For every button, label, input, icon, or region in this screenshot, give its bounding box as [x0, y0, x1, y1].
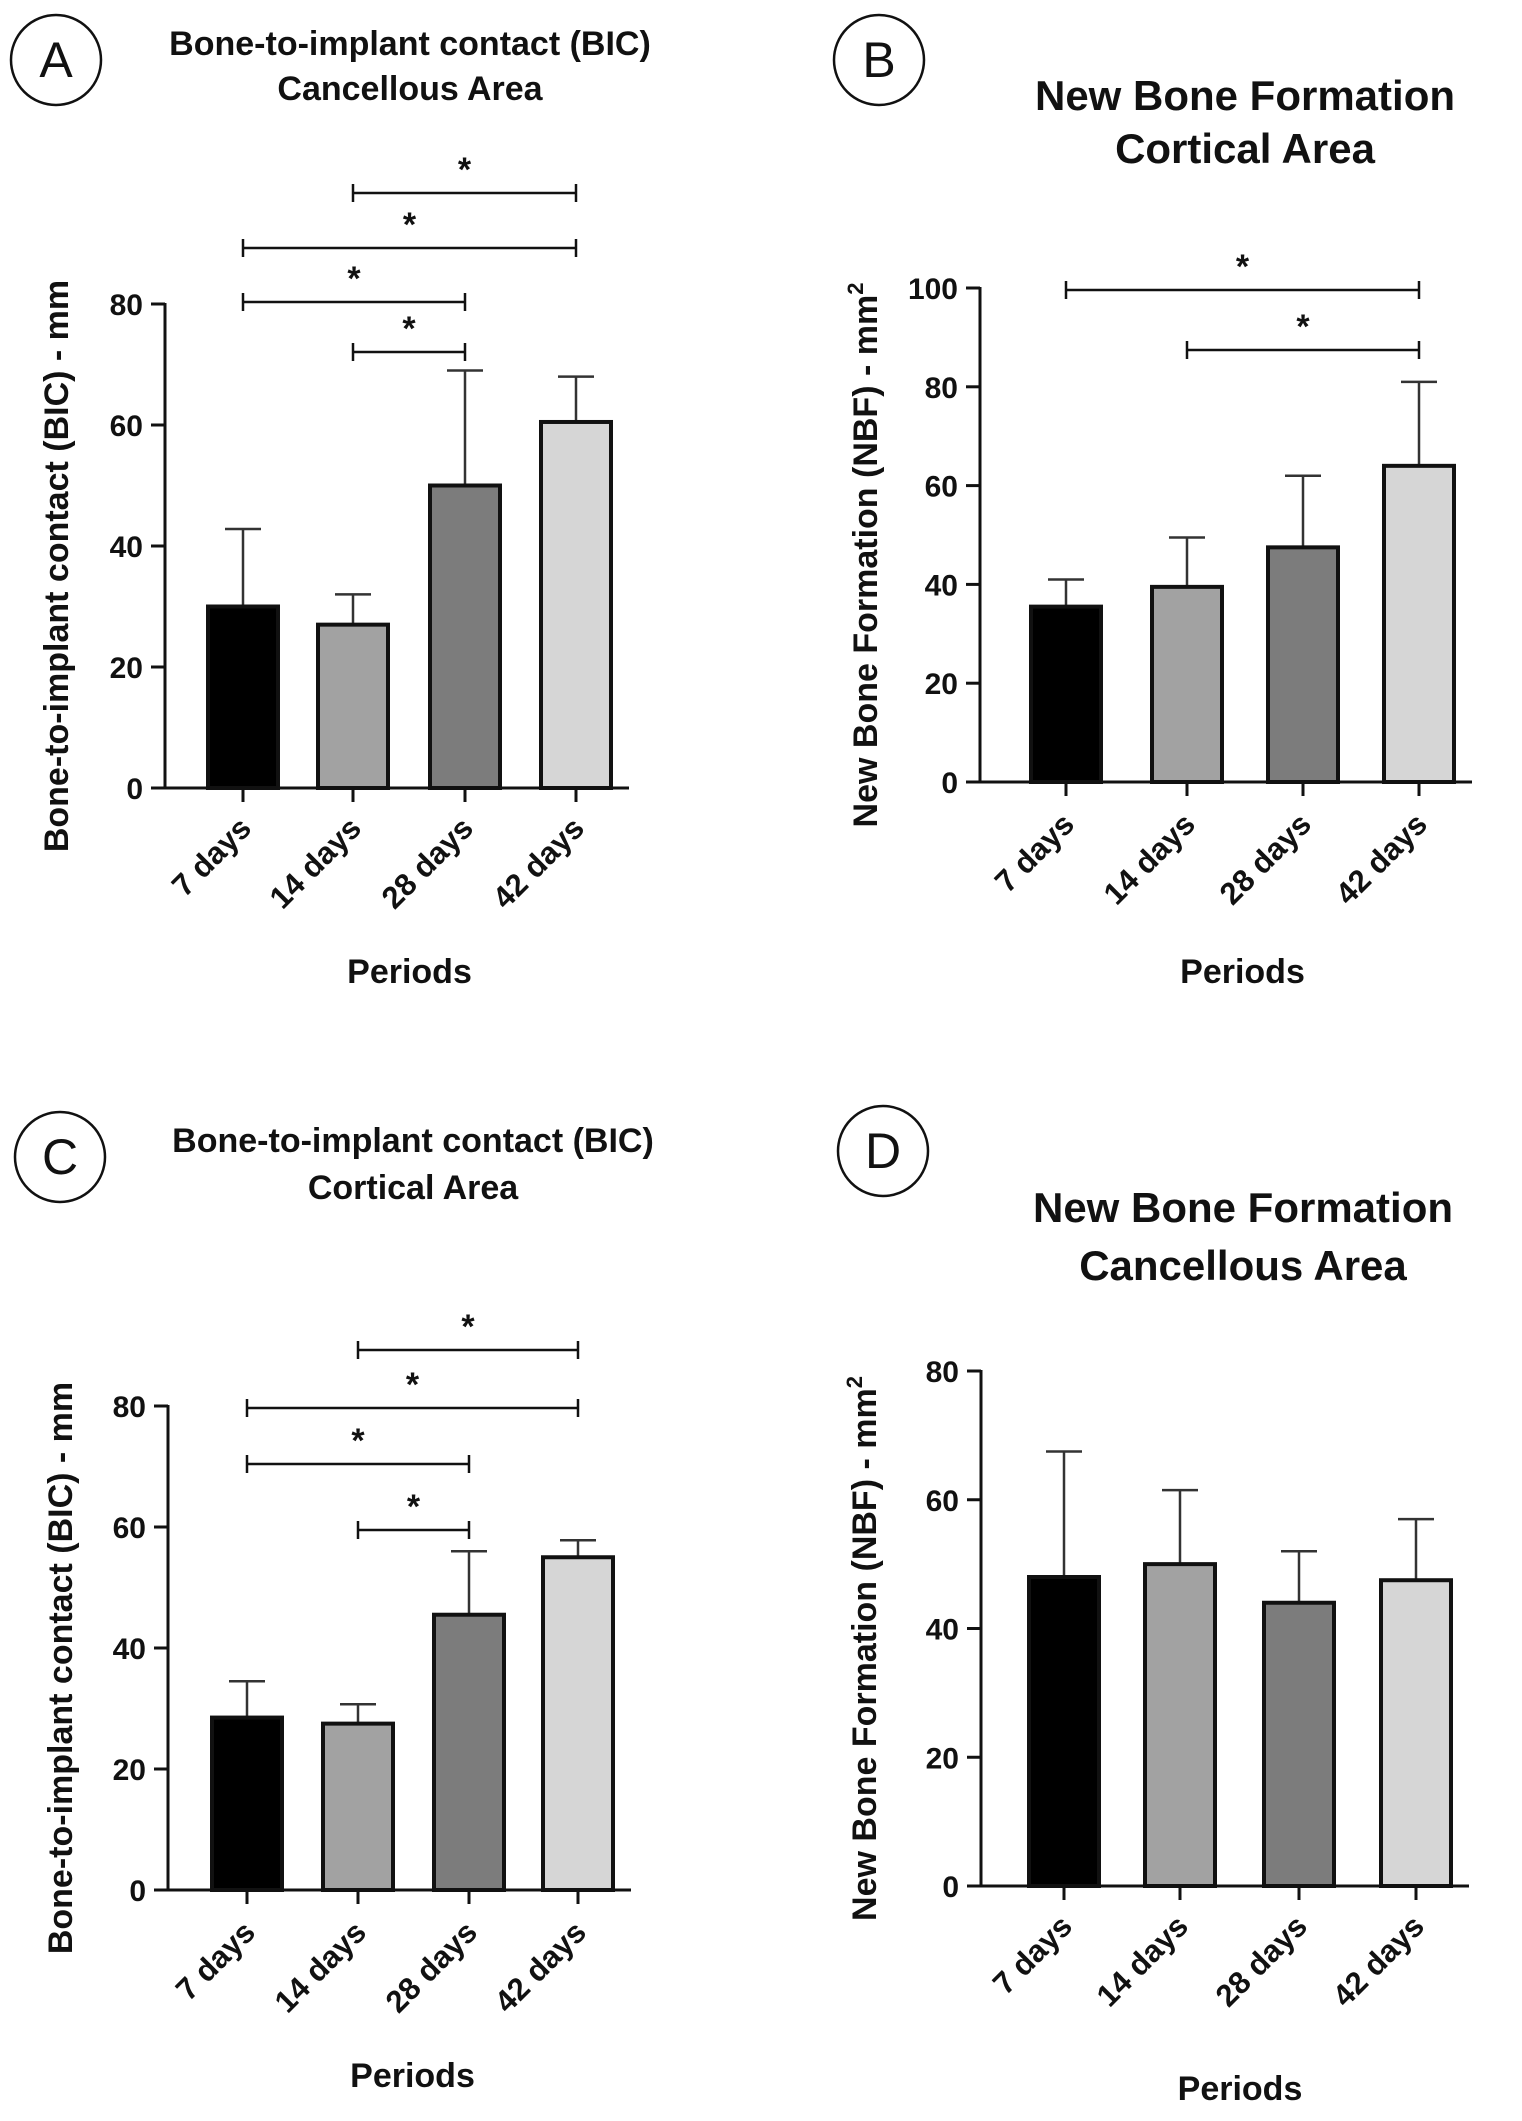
- bar: [1027, 1575, 1101, 1888]
- x-tick-label: 42 days: [1329, 806, 1434, 911]
- y-tick-label: 40: [113, 1633, 146, 1666]
- bar: [1379, 1578, 1453, 1888]
- bar: [1382, 463, 1456, 784]
- chart-title-line-2: Cancellous Area: [1079, 1242, 1407, 1289]
- y-axis-title-text: Bone-to-implant contact (BIC) - mm: [42, 1382, 80, 1954]
- significance-star: *: [407, 1488, 421, 1526]
- y-axis-title-superscript: 2: [842, 1376, 867, 1388]
- x-tick-label: 28 days: [1209, 1908, 1314, 2013]
- y-axis-title: New Bone Formation (NBF) - mm2: [842, 1376, 884, 1921]
- x-tick-label: 42 days: [486, 810, 591, 915]
- bar: [1029, 604, 1103, 784]
- bar: [316, 622, 390, 791]
- panel-c: C Bone-to-implant contact (BIC) Cortical A…: [13, 1110, 654, 2095]
- panel-letter: B: [862, 32, 895, 88]
- chart-title-line-2: Cortical Area: [308, 1169, 519, 1207]
- y-tick-label: 40: [926, 1614, 959, 1647]
- y-axis-title-text: New Bone Formation (NBF) - mm: [846, 1388, 884, 1921]
- x-tick-label: 14 days: [1090, 1908, 1195, 2013]
- panel-letter-circle: [13, 1110, 107, 1204]
- significance-star: *: [406, 1366, 420, 1404]
- y-axis-title-superscript: 2: [843, 283, 868, 295]
- significance-star: *: [461, 1308, 475, 1346]
- y-tick-label: 0: [129, 1875, 146, 1908]
- x-tick-label: 7 days: [169, 1914, 262, 2007]
- bar: [432, 1612, 506, 1892]
- chart-title-line-1: New Bone Formation: [1033, 1184, 1453, 1231]
- panel-letter-circle: [832, 13, 926, 107]
- x-tick-label: 7 days: [986, 1908, 1079, 2001]
- y-tick-label: 0: [942, 1871, 959, 1904]
- bar: [206, 604, 280, 790]
- significance-star: *: [1236, 248, 1250, 286]
- panel-letter-circle: [836, 1104, 930, 1198]
- significance-star: *: [458, 151, 472, 189]
- y-tick-label: 0: [941, 767, 958, 800]
- panel-b: B New Bone Formation Cortical Area 0 20 40 60 8…: [832, 13, 1472, 991]
- significance-star: *: [403, 206, 417, 244]
- x-axis-title: Periods: [1178, 2070, 1303, 2108]
- bar: [210, 1715, 284, 1892]
- bar: [1262, 1600, 1336, 1888]
- y-tick-label: 20: [113, 1754, 146, 1787]
- y-tick-label: 40: [925, 569, 958, 602]
- bar: [428, 483, 502, 790]
- y-tick-label: 100: [908, 273, 958, 306]
- x-tick-label: 14 days: [268, 1914, 373, 2019]
- y-tick-label: 20: [925, 668, 958, 701]
- y-tick-label: 60: [925, 471, 958, 504]
- x-tick-label: 42 days: [1326, 1908, 1431, 2013]
- y-tick-label: 80: [113, 1391, 146, 1424]
- y-axis-title-text: New Bone Formation (NBF) - mm: [847, 295, 885, 828]
- y-tick-label: 20: [110, 652, 143, 685]
- y-tick-label: 60: [926, 1485, 959, 1518]
- significance-star: *: [347, 260, 361, 298]
- y-axis-title: New Bone Formation (NBF) - mm2: [843, 283, 885, 828]
- x-axis-title: Periods: [350, 2057, 475, 2095]
- x-tick-label: 7 days: [988, 806, 1081, 899]
- y-tick-label: 40: [110, 531, 143, 564]
- x-axis-title: Periods: [347, 953, 472, 991]
- chart-title-line-1: New Bone Formation: [1035, 72, 1455, 119]
- bar: [539, 419, 613, 790]
- significance-star: *: [1296, 308, 1310, 346]
- significance-star: *: [402, 310, 416, 348]
- panel-letter: A: [39, 32, 73, 88]
- chart-title-line-1: Bone-to-implant contact (BIC): [172, 1122, 654, 1160]
- chart-title-line-2: Cortical Area: [1115, 125, 1376, 172]
- x-axis-title: Periods: [1180, 953, 1305, 991]
- panel-letter: D: [865, 1123, 901, 1179]
- x-tick-label: 42 days: [488, 1914, 593, 2019]
- bar: [1150, 584, 1224, 784]
- significance-star: *: [351, 1422, 365, 1460]
- bar: [541, 1555, 615, 1892]
- bar: [321, 1721, 395, 1892]
- y-axis-title: Bone-to-implant contact (BIC) - mm: [38, 280, 76, 852]
- x-tick-label: 28 days: [375, 810, 480, 915]
- chart-title-line-1: Bone-to-implant contact (BIC): [169, 25, 651, 63]
- x-tick-label: 7 days: [165, 810, 258, 903]
- panel-d: D New Bone Formation Cancellous Area 0 20 40 6…: [836, 1104, 1469, 2108]
- x-tick-label: 28 days: [1213, 806, 1318, 911]
- panel-letter: C: [42, 1129, 78, 1185]
- panel-a: A Bone-to-implant contact (BIC) Cancellous…: [9, 13, 651, 991]
- y-axis-title: Bone-to-implant contact (BIC) - mm: [42, 1382, 80, 1954]
- x-tick-label: 28 days: [379, 1914, 484, 2019]
- y-tick-label: 60: [110, 410, 143, 443]
- x-tick-label: 14 days: [1097, 806, 1202, 911]
- y-tick-label: 20: [926, 1742, 959, 1775]
- x-tick-label: 14 days: [263, 810, 368, 915]
- y-tick-label: 80: [926, 1356, 959, 1389]
- y-tick-label: 80: [925, 372, 958, 405]
- panel-letter-circle: [9, 13, 103, 107]
- bar: [1143, 1562, 1217, 1888]
- chart-title-line-2: Cancellous Area: [277, 70, 543, 108]
- y-tick-label: 0: [126, 773, 143, 806]
- y-tick-label: 80: [110, 289, 143, 322]
- y-tick-label: 60: [113, 1512, 146, 1545]
- bar: [1266, 545, 1340, 784]
- y-axis-title-text: Bone-to-implant contact (BIC) - mm: [38, 280, 76, 852]
